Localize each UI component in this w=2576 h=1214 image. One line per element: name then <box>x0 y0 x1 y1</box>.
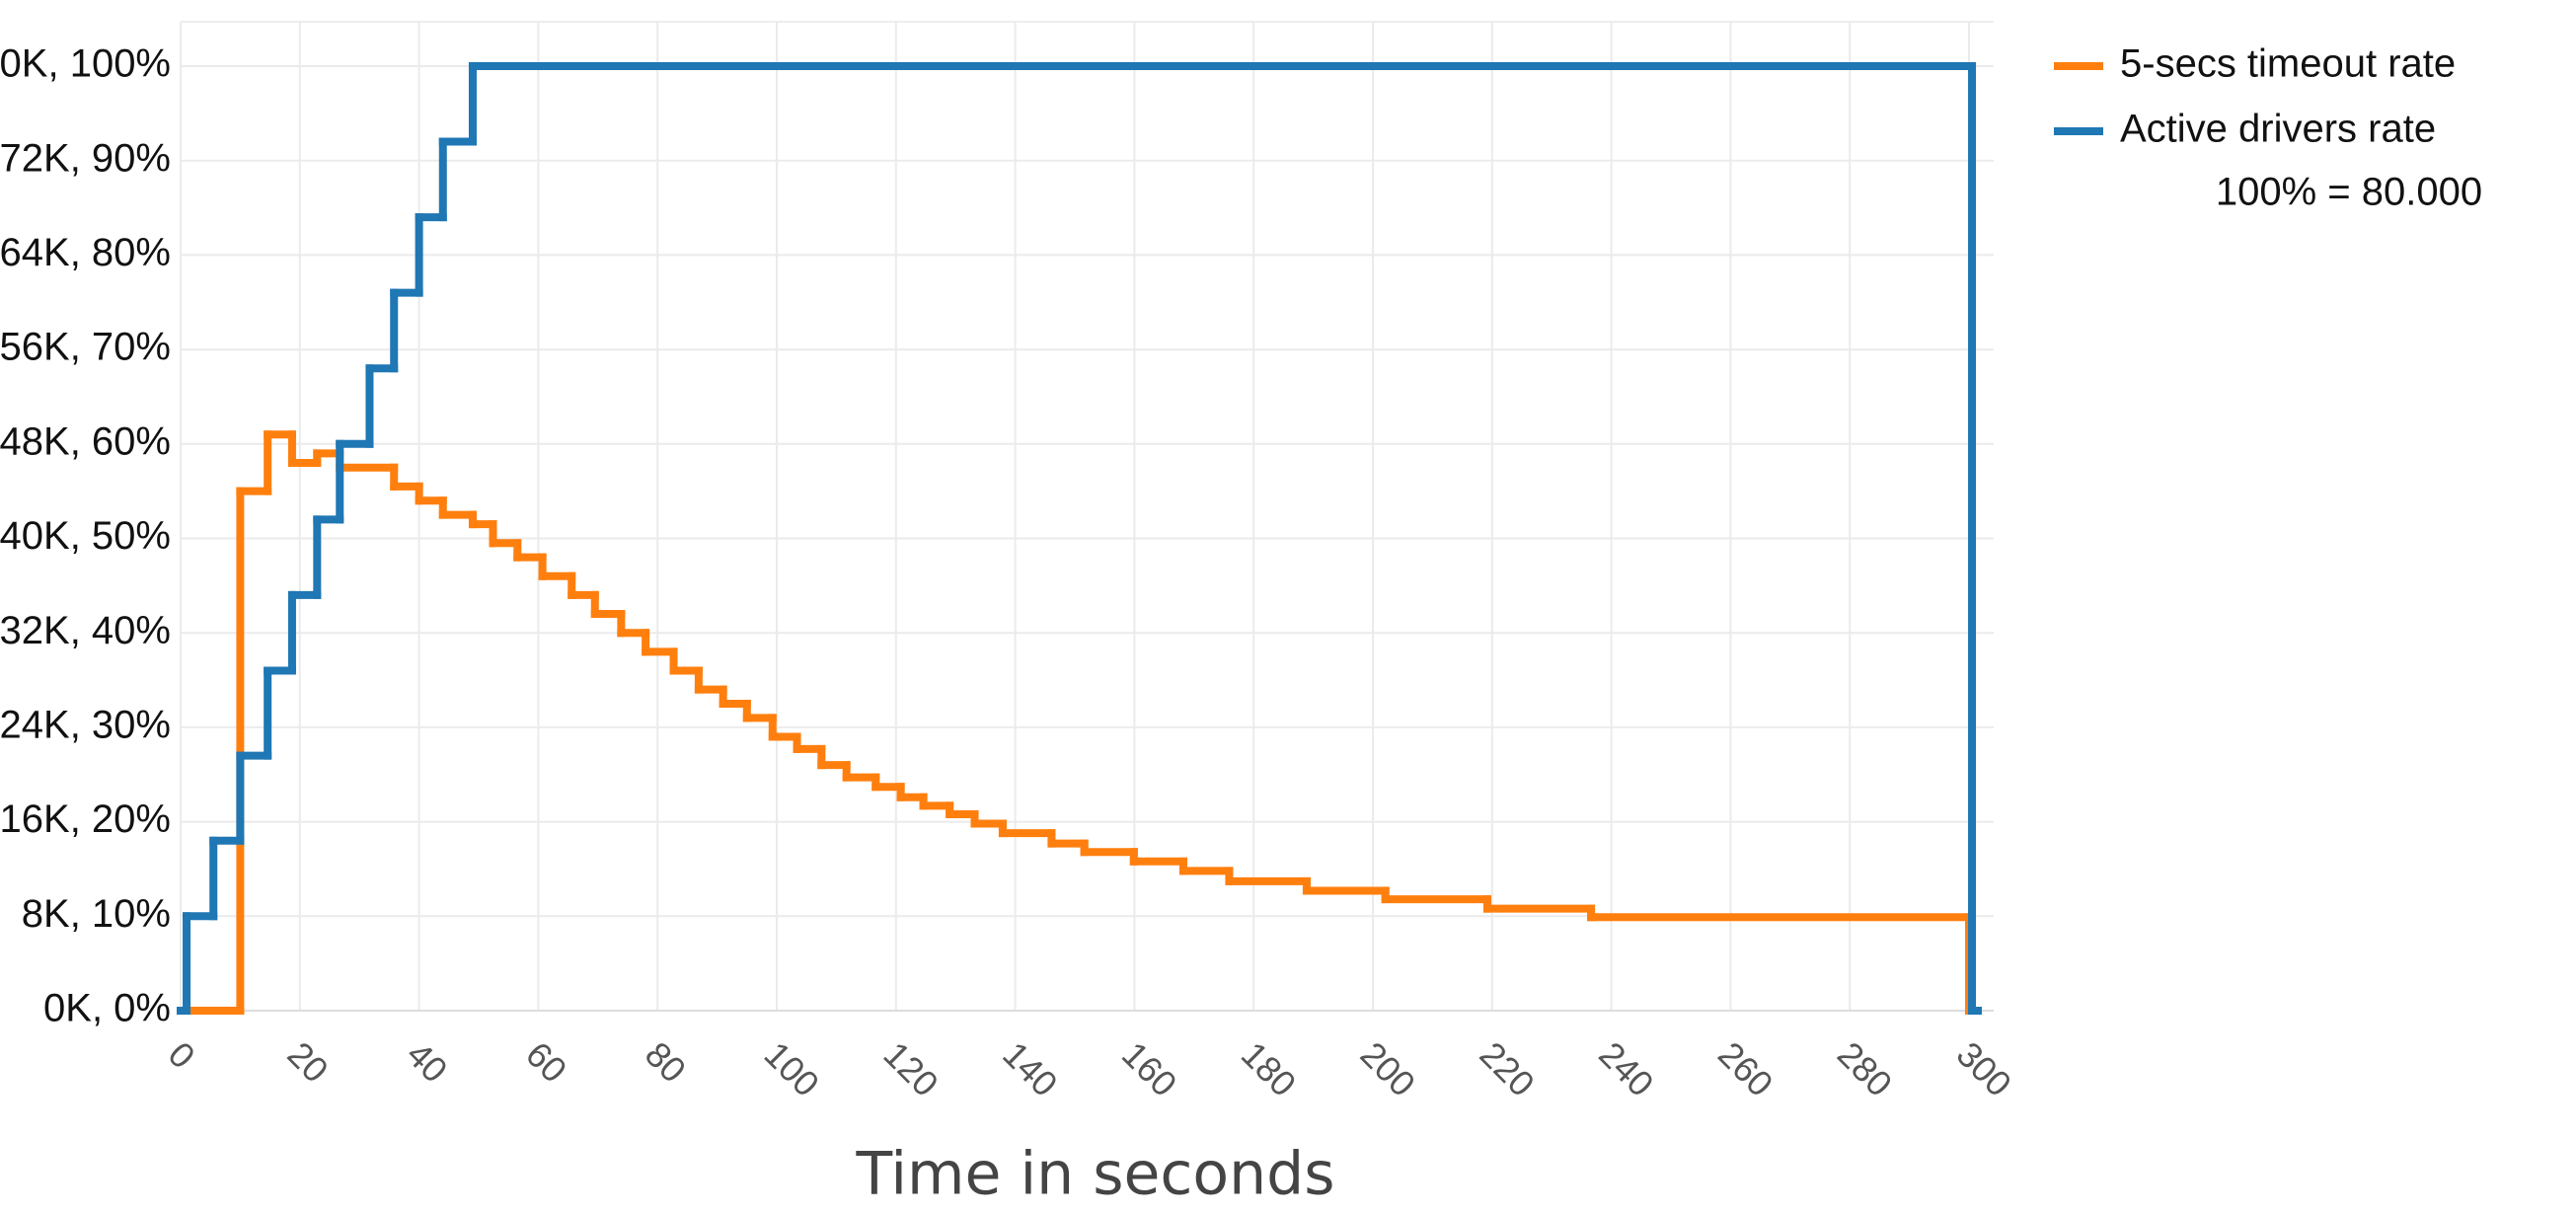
legend-note: 100% = 80.000 <box>2216 171 2482 214</box>
legend-item[interactable]: 5-secs timeout rate <box>2054 42 2456 86</box>
series <box>177 62 1983 1015</box>
y-tick-label: 32K, 40% <box>0 609 171 652</box>
x-tick-label: 0 <box>161 1033 203 1076</box>
x-tick-label: 120 <box>875 1033 946 1103</box>
x-tick-label: 280 <box>1830 1033 1900 1103</box>
y-tick-label: 24K, 30% <box>0 703 171 746</box>
x-tick-label: 60 <box>518 1033 574 1090</box>
x-tick-label: 20 <box>279 1033 336 1090</box>
y-tick-label: 8K, 10% <box>22 892 171 936</box>
x-tick-label: 100 <box>757 1033 827 1103</box>
y-tick-label: 72K, 90% <box>0 136 171 180</box>
y-tick-label: 56K, 70% <box>0 326 171 369</box>
x-axis-title: Time in seconds <box>856 1140 1335 1209</box>
legend-label: Active drivers rate <box>2120 108 2436 151</box>
y-tick-label: 64K, 80% <box>0 231 171 274</box>
y-tick-label: 16K, 20% <box>0 797 171 841</box>
x-tick-label: 260 <box>1710 1033 1780 1103</box>
x-tick-label: 220 <box>1472 1033 1542 1103</box>
legend-label: 5-secs timeout rate <box>2120 42 2456 86</box>
y-tick-label: 40K, 50% <box>0 514 171 558</box>
x-tick-label: 200 <box>1353 1033 1423 1103</box>
legend-item[interactable]: Active drivers rate <box>2054 108 2436 151</box>
y-tick-label: 80K, 100% <box>0 42 171 86</box>
y-tick-label: 0K, 0% <box>43 987 171 1030</box>
x-tick-label: 140 <box>995 1033 1065 1103</box>
series <box>177 430 1979 1015</box>
x-tick-label: 160 <box>1114 1033 1184 1103</box>
y-tick-label: 48K, 60% <box>0 419 171 463</box>
x-tick-label: 300 <box>1949 1033 2019 1103</box>
x-tick-label: 240 <box>1591 1033 1661 1103</box>
x-tick-label: 40 <box>399 1033 455 1090</box>
x-tick-label: 80 <box>638 1033 694 1090</box>
x-tick-label: 180 <box>1234 1033 1304 1103</box>
